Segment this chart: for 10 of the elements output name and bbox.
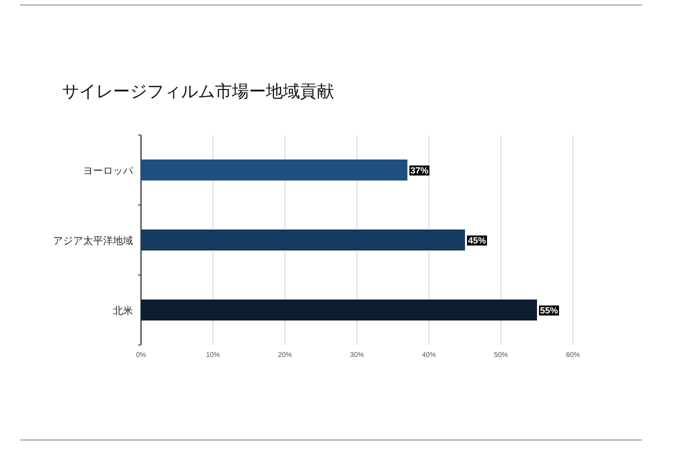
y-tick-label: 北米 [113,305,133,317]
data-label: 45% [468,236,486,246]
y-tick-label: アジア太平洋地域 [53,235,133,247]
data-label: 37% [410,166,428,176]
data-label: 55% [540,306,558,316]
bar [141,230,465,250]
bar [141,160,408,180]
y-tick-label: ヨーロッパ [83,166,134,177]
chart-title: サイレージフィルム市場ー地域貢献 [62,82,334,101]
bar [141,300,537,320]
